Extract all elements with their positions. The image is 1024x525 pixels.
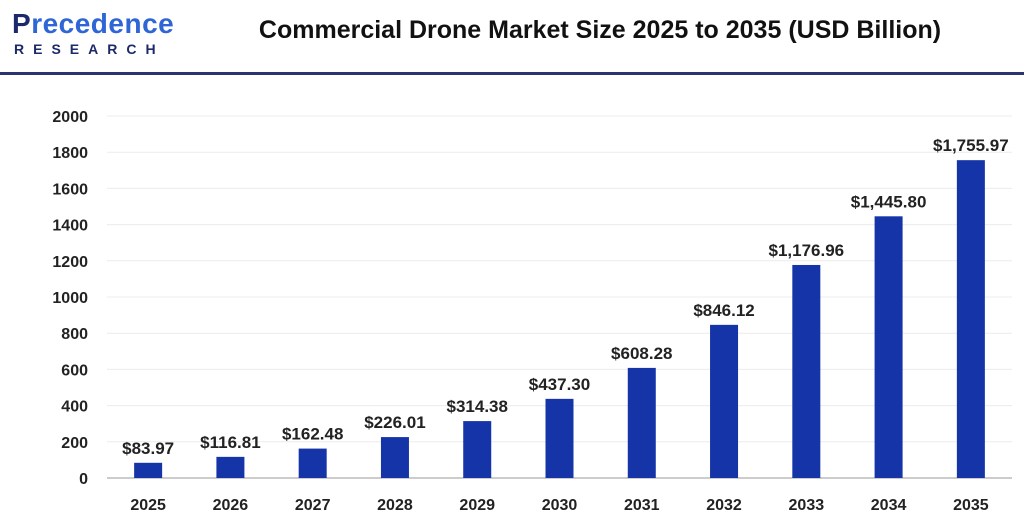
data-label-2032: $846.12	[693, 301, 754, 320]
x-tick-label: 2026	[213, 497, 249, 514]
x-tick-label: 2033	[789, 497, 825, 514]
y-tick-label: 1400	[52, 218, 88, 235]
x-tick-label: 2035	[953, 497, 989, 514]
bar-2028	[380, 437, 409, 478]
precedence-research-logo: Precedence RESEARCH	[12, 8, 175, 58]
data-label-2034: $1,445.80	[851, 192, 927, 211]
x-tick-label: 2025	[130, 497, 166, 514]
bar-2026	[216, 456, 245, 478]
x-tick-label: 2030	[542, 497, 578, 514]
x-tick-label: 2034	[871, 497, 907, 514]
x-tick-label: 2031	[624, 497, 660, 514]
chart-title: Commercial Drone Market Size 2025 to 203…	[258, 16, 942, 44]
data-label-2033: $1,176.96	[768, 241, 844, 260]
data-label-2026: $116.81	[200, 433, 261, 452]
logo-line2: RESEARCH	[14, 41, 165, 57]
bar-2035	[956, 160, 985, 478]
bar-2033	[792, 264, 821, 478]
data-label-2027: $162.48	[282, 425, 343, 444]
bar-2029	[463, 421, 492, 478]
y-tick-label: 600	[61, 362, 88, 379]
bar-2025	[134, 462, 163, 478]
y-tick-label: 0	[79, 471, 88, 488]
data-label-2030: $437.30	[529, 375, 590, 394]
x-tick-label: 2032	[706, 497, 742, 514]
x-tick-label: 2029	[459, 497, 495, 514]
data-label-2029: $314.38	[447, 397, 508, 416]
bar-2031	[627, 367, 656, 478]
data-label-2025: $83.97	[122, 439, 174, 458]
bar-2027	[298, 448, 327, 478]
y-tick-label: 200	[61, 435, 88, 452]
y-tick-label: 2000	[52, 109, 88, 126]
data-label-2031: $608.28	[611, 344, 672, 363]
bar-2030	[545, 398, 574, 478]
y-tick-label: 800	[61, 326, 88, 343]
data-label-2028: $226.01	[364, 413, 425, 432]
x-tick-label: 2027	[295, 497, 331, 514]
header-divider	[0, 72, 1024, 75]
y-tick-label: 1200	[52, 254, 88, 271]
y-tick-label: 1800	[52, 145, 88, 162]
bar-2032	[710, 324, 739, 478]
y-tick-label: 400	[61, 399, 88, 416]
y-tick-label: 1000	[52, 290, 88, 307]
bar-2034	[874, 216, 903, 479]
y-tick-label: 1600	[52, 181, 88, 198]
x-tick-label: 2028	[377, 497, 413, 514]
logo-line1: Precedence	[12, 8, 175, 39]
data-label-2035: $1,755.97	[933, 136, 1009, 155]
